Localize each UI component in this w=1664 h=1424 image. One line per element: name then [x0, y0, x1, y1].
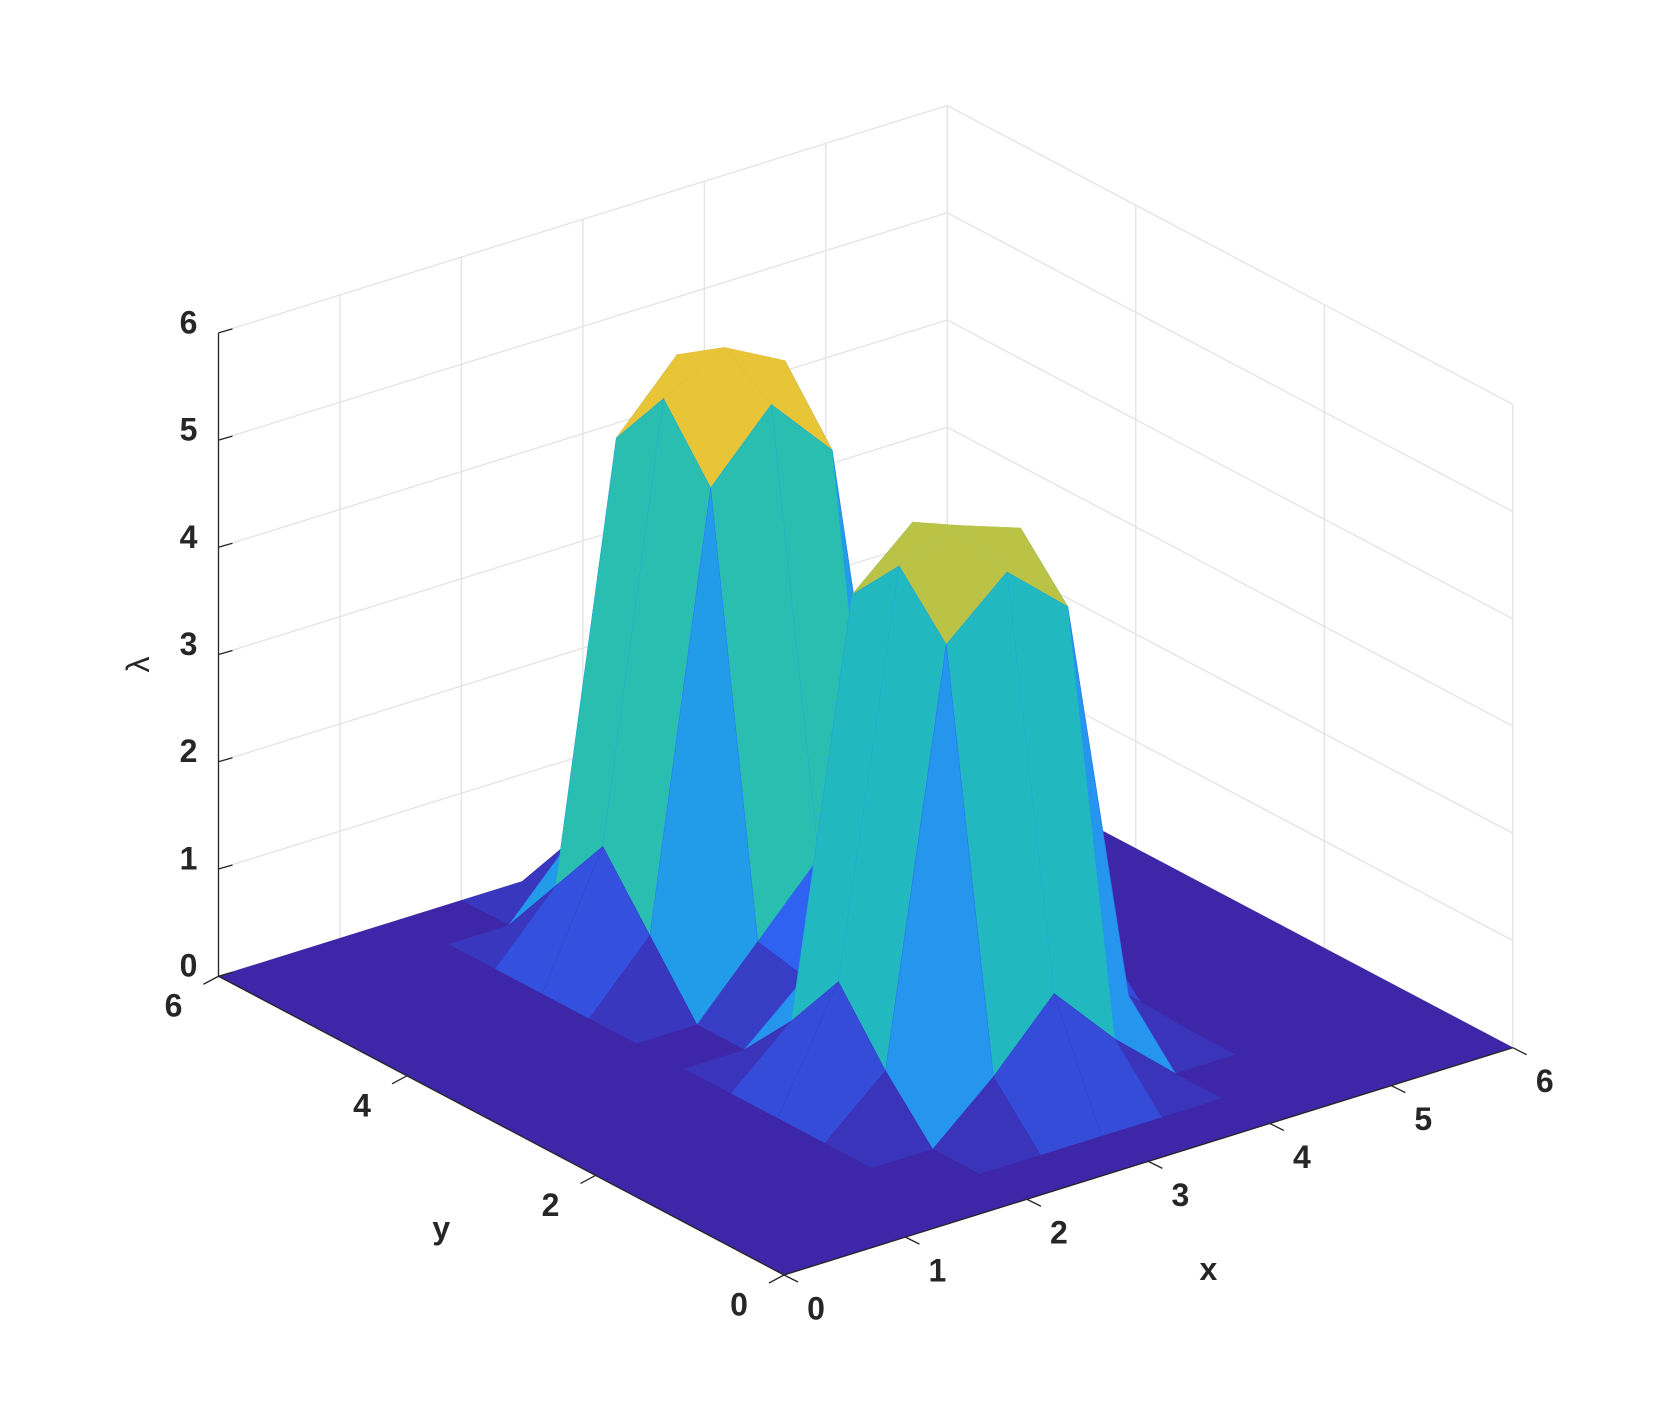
grid-line	[218, 104, 948, 334]
x-tick	[1148, 1160, 1163, 1169]
x-tick	[905, 1236, 920, 1245]
grid-line	[218, 319, 948, 548]
x-tick-label: 5	[1414, 1101, 1432, 1137]
z-tick-label: 3	[180, 626, 198, 662]
x-tick-label: 3	[1171, 1177, 1189, 1213]
z-tick	[218, 649, 233, 656]
x-axis-label: x	[1199, 1251, 1217, 1287]
z-tick-label: 4	[180, 519, 198, 555]
z-tick-label: 1	[180, 840, 198, 876]
z-tick	[218, 971, 233, 977]
y-tick-label: 0	[730, 1286, 748, 1322]
grid-line	[946, 319, 1514, 620]
z-tick-label: 0	[180, 948, 198, 984]
x-tick-label: 2	[1050, 1215, 1068, 1251]
z-tick	[218, 757, 233, 763]
z-tick	[218, 864, 233, 870]
y-tick	[768, 1274, 785, 1284]
grid-line	[946, 212, 1514, 513]
z-tick-label: 2	[180, 733, 198, 769]
grid-line	[946, 104, 1514, 405]
axis-line	[218, 975, 785, 1276]
x-tick-label: 0	[807, 1290, 825, 1326]
x-tick	[1269, 1122, 1285, 1132]
y-tick-label: 2	[542, 1187, 560, 1223]
grid-line	[946, 426, 1514, 727]
y-tick	[203, 975, 219, 985]
grid-line	[218, 212, 948, 441]
z-tick	[218, 328, 233, 334]
z-tick-label: 6	[180, 304, 198, 340]
x-tick-label: 4	[1293, 1139, 1311, 1175]
z-tick	[218, 435, 233, 441]
z-tick	[218, 542, 233, 548]
z-axis-label: λ	[120, 657, 156, 673]
y-tick-label: 6	[165, 988, 183, 1024]
x-tick	[783, 1274, 799, 1283]
x-tick-label: 1	[929, 1253, 947, 1289]
y-tick-label: 4	[353, 1087, 371, 1123]
x-tick	[1026, 1198, 1042, 1207]
x-tick-label: 6	[1536, 1063, 1554, 1099]
z-tick-label: 5	[180, 412, 198, 448]
x-tick	[1512, 1047, 1528, 1056]
y-axis-label: y	[432, 1210, 450, 1246]
y-tick	[580, 1174, 596, 1184]
x-tick	[1391, 1085, 1406, 1094]
y-tick	[391, 1075, 408, 1085]
